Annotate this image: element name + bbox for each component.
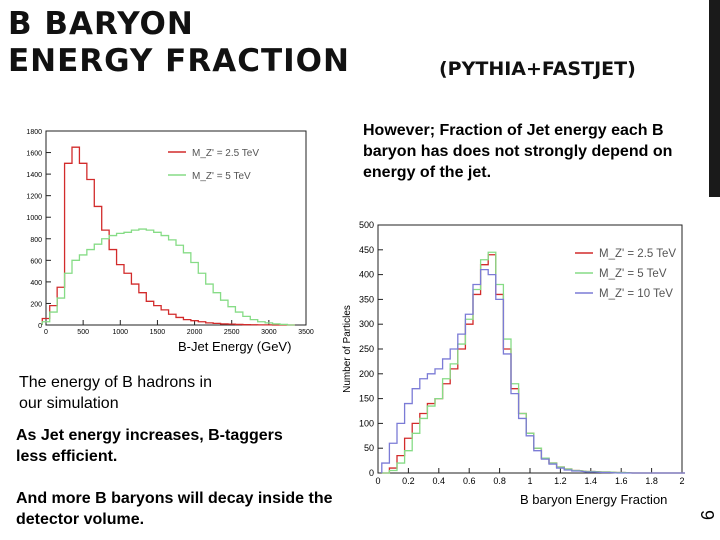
x-tick-label: 1000: [112, 329, 128, 336]
series-line: [41, 146, 295, 326]
chart2-xlabel: B baryon Energy Fraction: [520, 492, 668, 507]
y-tick-label: 1000: [26, 215, 42, 222]
x-tick-label: 0: [44, 329, 48, 336]
series-line: [381, 268, 685, 474]
x-tick-label: 3000: [261, 329, 277, 336]
x-tick-label: 1.8: [645, 476, 658, 486]
y-tick-label: 0: [38, 323, 42, 330]
x-tick-label: 1.6: [615, 476, 628, 486]
x-tick-label: 0.6: [463, 476, 476, 486]
x-tick-label: 1.2: [554, 476, 567, 486]
y-tick-label: 50: [364, 443, 374, 453]
y-tick-label: 200: [30, 301, 42, 308]
y-tick-label: 1400: [26, 172, 42, 179]
page-title: B BARYON ENERGY FRACTION: [8, 6, 350, 80]
y-tick-label: 350: [359, 294, 374, 304]
y-tick-label: 800: [30, 237, 42, 244]
chart-jet-energy: 0 200 400 600 800 1000 1200 1400 1600 1800 0 500 100…: [26, 129, 314, 336]
chart1-xlabel: B-Jet Energy (GeV): [178, 339, 292, 354]
x-tick-label: 1: [527, 476, 532, 486]
note-efficiency: As Jet energy increases, B-taggers less …: [16, 427, 283, 465]
x-tick-label: 0.8: [493, 476, 506, 486]
x-tick-label: 2500: [224, 329, 240, 336]
y-tick-label: 200: [359, 369, 374, 379]
y-tick-label: 1800: [26, 129, 42, 136]
page-number: 9: [697, 509, 717, 520]
x-tick-label: 1500: [150, 329, 166, 336]
chart1-caption: The energy of B hadrons in our simulatio…: [19, 374, 213, 412]
x-tick-label: 2: [679, 476, 684, 486]
note-right: However; Fraction of Jet energy each B b…: [363, 122, 673, 181]
legend-label: M_Z' = 5 TeV: [599, 268, 667, 280]
y-tick-label: 600: [30, 258, 42, 265]
y-tick-label: 0: [369, 468, 374, 478]
title-line-1: B BARYON: [8, 6, 194, 42]
y-tick-label: 1200: [26, 194, 42, 201]
y-tick-label: 250: [359, 344, 374, 354]
y-tick-label: 500: [359, 220, 374, 230]
x-tick-label: 500: [77, 329, 89, 336]
accent-bar: [709, 0, 720, 197]
x-tick-label: 0.2: [402, 476, 415, 486]
y-tick-label: 150: [359, 394, 374, 404]
legend-label: M_Z' = 10 TeV: [599, 288, 673, 300]
x-tick-label: 1.4: [585, 476, 598, 486]
legend-label: M_Z' = 2.5 TeV: [599, 248, 676, 260]
x-tick-label: 2000: [187, 329, 203, 336]
x-tick-label: 0.4: [433, 476, 446, 486]
plot-frame: [45, 130, 307, 326]
page-subtitle: (PYTHIA+FASTJET): [439, 58, 636, 80]
series-line: [41, 228, 295, 326]
legend-label: M_Z' = 5 TeV: [192, 171, 251, 182]
note-decay: And more B baryons will decay inside the…: [16, 490, 333, 528]
y-tick-label: 300: [359, 319, 374, 329]
y-tick-label: 100: [359, 418, 374, 428]
title-line-2: ENERGY FRACTION: [8, 43, 350, 79]
x-tick-label: 3500: [298, 329, 314, 336]
y-tick-label: 1600: [26, 151, 42, 158]
y-axis-label: Number of Particles: [342, 305, 353, 393]
y-tick-label: 400: [359, 270, 374, 280]
y-tick-label: 450: [359, 245, 374, 255]
y-tick-label: 400: [30, 280, 42, 287]
legend-label: M_Z' = 2.5 TeV: [192, 148, 259, 159]
chart-energy-fraction: 0 50 100 150 200 250 300 350 400 450 500 0 0.2 0.4 0.6…: [342, 220, 685, 486]
x-tick-label: 0: [375, 476, 380, 486]
